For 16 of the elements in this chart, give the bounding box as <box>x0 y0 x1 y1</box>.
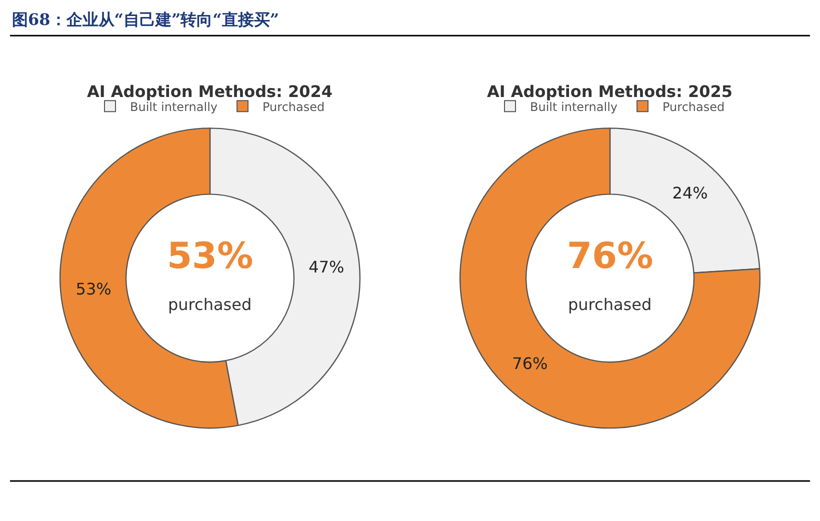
text: purchased <box>568 295 652 314</box>
text: 53% <box>167 236 254 277</box>
data-label: 76% <box>512 354 548 373</box>
legend-label: Built internally <box>530 100 618 114</box>
data-label: 53% <box>76 280 112 299</box>
chart-title: AI Adoption Methods: 2024 <box>87 82 333 101</box>
text: 76% <box>567 236 654 277</box>
data-label: 24% <box>672 183 708 202</box>
legend-label: Built internally <box>130 100 218 114</box>
caption: 图68：企业从“自己建”转向“直接买” <box>12 10 280 29</box>
chart-title: AI Adoption Methods: 2025 <box>487 82 733 101</box>
text: purchased <box>168 295 252 314</box>
donut-slice <box>459 128 760 429</box>
data-label: 47% <box>308 258 344 277</box>
legend-label: Purchased <box>262 100 325 114</box>
legend-label: Purchased <box>662 100 725 114</box>
